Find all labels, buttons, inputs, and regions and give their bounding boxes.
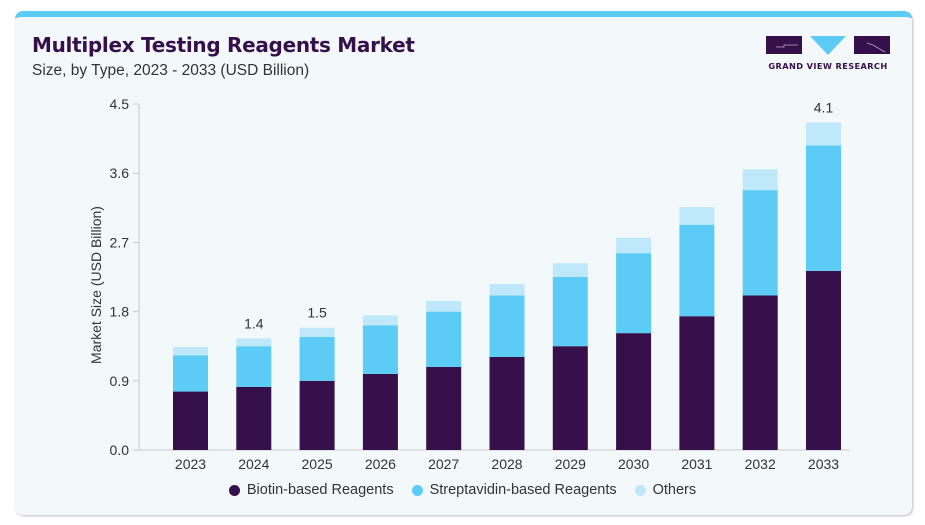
legend-item: Streptavidin-based Reagents: [411, 482, 617, 498]
x-tick-label: 2031: [681, 456, 712, 472]
legend-label: Others: [652, 482, 697, 498]
bar-others-2023: [173, 346, 208, 356]
x-tick-label: 2024: [238, 456, 269, 472]
x-tick-label: 2025: [302, 456, 333, 472]
bar-others-2024: [236, 338, 272, 347]
bar-others-2026: [362, 315, 398, 326]
bar-others-2031: [679, 207, 715, 225]
data-label-2033: 4.1: [814, 99, 834, 115]
bar-streptavidin-based-reagents-2023: [173, 355, 208, 392]
bar-others-2027: [426, 300, 462, 312]
chart-subtitle: Size, by Type, 2023 - 2033 (USD Billion): [32, 62, 310, 79]
bar-biotin-based-reagents-2023: [173, 391, 208, 450]
x-tick-label: 2029: [555, 456, 586, 472]
y-tick-label: 2.7: [110, 234, 130, 250]
bar-streptavidin-based-reagents-2029: [552, 277, 588, 347]
bar-streptavidin-based-reagents-2027: [426, 311, 462, 367]
y-tick-label: 3.6: [110, 165, 130, 181]
brand-name: GRAND VIEW RESEARCH: [768, 61, 888, 71]
legend-marker-icon: [411, 484, 423, 496]
x-tick-label: 2027: [428, 456, 459, 472]
y-tick-label: 1.8: [110, 304, 130, 320]
bar-streptavidin-based-reagents-2028: [489, 295, 525, 357]
logo-g-stroke: [776, 44, 798, 48]
x-tick-label: 2030: [618, 456, 649, 472]
bar-biotin-based-reagents-2024: [236, 386, 272, 450]
y-axis-title: Market Size (USD Billion): [88, 206, 104, 364]
bar-others-2025: [299, 327, 335, 337]
bar-streptavidin-based-reagents-2026: [362, 325, 398, 374]
data-label-2025: 1.5: [307, 305, 327, 321]
legend-marker-icon: [228, 484, 240, 496]
bar-biotin-based-reagents-2033: [806, 270, 841, 450]
bar-streptavidin-based-reagents-2030: [616, 253, 652, 334]
bar-biotin-based-reagents-2028: [489, 356, 525, 450]
data-label-2024: 1.4: [244, 316, 264, 332]
bar-biotin-based-reagents-2027: [426, 366, 462, 450]
bar-biotin-based-reagents-2026: [362, 373, 398, 450]
bar-streptavidin-based-reagents-2025: [299, 336, 335, 381]
bar-others-2029: [552, 263, 588, 277]
legend-label: Streptavidin-based Reagents: [429, 482, 617, 498]
bar-others-2030: [616, 237, 652, 254]
x-tick-label: 2023: [175, 456, 206, 472]
x-tick-label: 2028: [491, 456, 522, 472]
bar-streptavidin-based-reagents-2033: [806, 145, 841, 271]
y-tick-label: 0.0: [110, 442, 130, 458]
y-tick-label: 4.5: [110, 96, 130, 112]
bar-biotin-based-reagents-2030: [616, 333, 652, 450]
bar-streptavidin-based-reagents-2031: [679, 224, 715, 317]
bar-biotin-based-reagents-2029: [552, 346, 588, 450]
grand-view-research-logo-icon: [766, 36, 890, 55]
x-tick-label: 2032: [745, 456, 776, 472]
bar-streptavidin-based-reagents-2024: [236, 346, 272, 387]
legend-item: Biotin-based Reagents: [228, 482, 394, 498]
legend-label: Biotin-based Reagents: [246, 482, 394, 498]
logo-r-stroke: [866, 42, 886, 53]
bar-streptavidin-based-reagents-2032: [742, 190, 778, 296]
bar-biotin-based-reagents-2032: [742, 295, 778, 450]
bar-others-2033: [806, 122, 841, 146]
y-tick-label: 0.9: [110, 373, 130, 389]
bar-biotin-based-reagents-2025: [299, 380, 335, 450]
bar-others-2032: [742, 169, 778, 191]
legend-item: Others: [634, 482, 697, 498]
logo-triangle: [810, 36, 846, 55]
x-tick-label: 2026: [365, 456, 396, 472]
chart-title: Multiplex Testing Reagents Market: [32, 33, 415, 57]
bar-biotin-based-reagents-2031: [679, 316, 715, 450]
chart-legend: Biotin-based Reagents Streptavidin-based …: [0, 482, 925, 498]
x-tick-label: 2033: [808, 456, 839, 472]
legend-marker-icon: [634, 484, 646, 496]
bar-others-2028: [489, 283, 525, 296]
